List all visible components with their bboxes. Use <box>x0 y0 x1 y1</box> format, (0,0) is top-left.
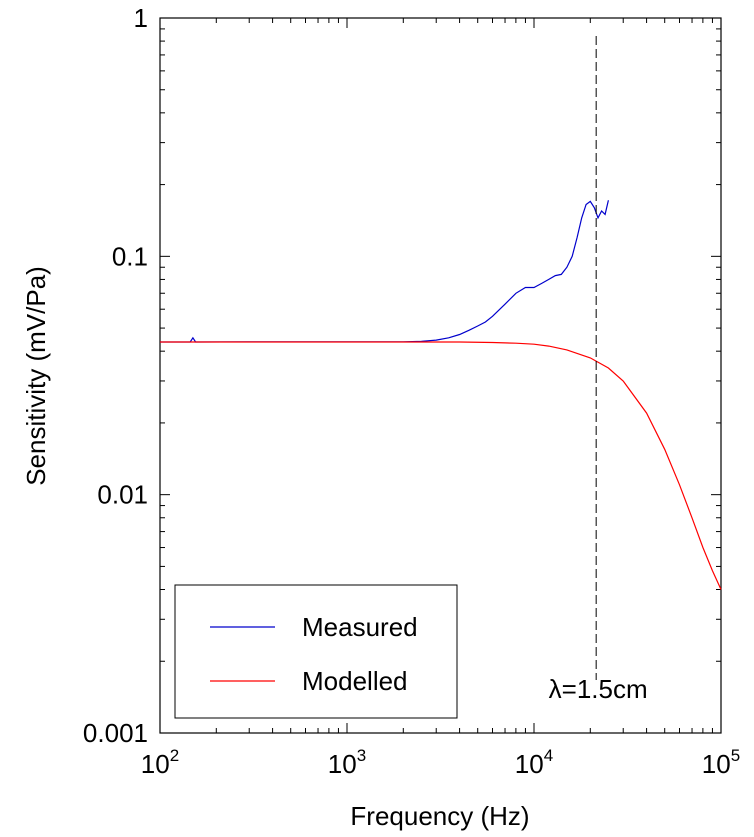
y-tick-label: 0.01 <box>97 480 148 510</box>
series-line-modelled <box>160 341 722 590</box>
x-tick-label: 102 <box>141 746 179 779</box>
x-axis-ticks: 102 103 104 105 <box>141 18 740 779</box>
x-tick-label: 105 <box>702 746 740 779</box>
x-tick-label: 104 <box>515 746 553 779</box>
legend-box <box>174 584 458 719</box>
wavelength-marker-label: λ=1.5cm <box>549 674 648 704</box>
y-tick-label: 0.1 <box>112 241 148 271</box>
x-tick-label: 103 <box>328 746 366 779</box>
series-group <box>160 200 722 590</box>
legend-label-measured: Measured <box>302 612 418 642</box>
y-axis-label: Sensitivity (mV/Pa) <box>21 266 51 486</box>
legend: Measured Modelled <box>174 584 458 719</box>
y-tick-label: 1 <box>134 3 148 33</box>
x-axis-label: Frequency (Hz) <box>350 801 529 831</box>
annotations-group: λ=1.5cm <box>549 36 648 704</box>
legend-label-modelled: Modelled <box>302 666 408 696</box>
y-axis-ticks: 1 0.1 0.01 0.001 <box>83 3 721 748</box>
y-tick-label: 0.001 <box>83 718 148 748</box>
